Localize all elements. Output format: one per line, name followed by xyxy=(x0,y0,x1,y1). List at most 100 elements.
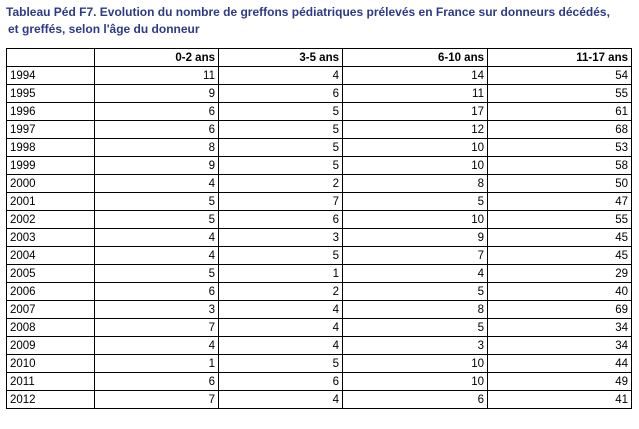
cell-year: 2003 xyxy=(6,228,95,247)
cell-value: 9 xyxy=(94,84,219,103)
cell-year: 2000 xyxy=(6,174,95,193)
cell-value: 4 xyxy=(218,390,343,409)
cell-value: 7 xyxy=(94,318,219,337)
cell-value: 2 xyxy=(218,174,343,193)
cell-year: 2011 xyxy=(6,372,95,391)
cell-value: 3 xyxy=(94,300,219,319)
table-row: 2001 5 7 5 47 xyxy=(6,192,632,211)
table-row: 2010 1 5 10 44 xyxy=(6,354,632,373)
table-row: 1996 6 5 17 61 xyxy=(6,102,632,121)
cell-value: 5 xyxy=(94,192,219,211)
cell-value: 55 xyxy=(487,84,632,103)
cell-value: 7 xyxy=(342,246,488,265)
cell-value: 6 xyxy=(218,372,343,391)
cell-value: 5 xyxy=(94,264,219,283)
cell-year: 2007 xyxy=(6,300,95,319)
table-row: 1998 8 5 10 53 xyxy=(6,138,632,157)
cell-value: 10 xyxy=(342,156,488,175)
table-row: 2004 4 5 7 45 xyxy=(6,246,632,265)
cell-value: 4 xyxy=(218,336,343,355)
cell-value: 8 xyxy=(94,138,219,157)
header-0-2-ans: 0-2 ans xyxy=(94,48,219,67)
cell-year: 1995 xyxy=(6,84,95,103)
cell-year: 2005 xyxy=(6,264,95,283)
cell-value: 3 xyxy=(218,228,343,247)
cell-value: 47 xyxy=(487,192,632,211)
cell-value: 6 xyxy=(94,102,219,121)
cell-year: 1997 xyxy=(6,120,95,139)
cell-value: 4 xyxy=(342,264,488,283)
cell-value: 4 xyxy=(94,336,219,355)
cell-value: 11 xyxy=(342,84,488,103)
cell-value: 5 xyxy=(94,210,219,229)
cell-value: 5 xyxy=(218,102,343,121)
cell-value: 45 xyxy=(487,246,632,265)
table-row: 2006 6 2 5 40 xyxy=(6,282,632,301)
cell-value: 6 xyxy=(94,372,219,391)
cell-year: 2006 xyxy=(6,282,95,301)
cell-value: 5 xyxy=(218,246,343,265)
cell-value: 10 xyxy=(342,354,488,373)
cell-year: 2002 xyxy=(6,210,95,229)
cell-value: 8 xyxy=(342,300,488,319)
table-row: 2009 4 4 3 34 xyxy=(6,336,632,355)
cell-value: 4 xyxy=(94,246,219,265)
cell-value: 11 xyxy=(94,66,219,85)
table-row: 2003 4 3 9 45 xyxy=(6,228,632,247)
cell-value: 69 xyxy=(487,300,632,319)
cell-value: 53 xyxy=(487,138,632,157)
cell-value: 6 xyxy=(342,390,488,409)
table-row: 2002 5 6 10 55 xyxy=(6,210,632,229)
cell-value: 55 xyxy=(487,210,632,229)
header-row: 0-2 ans 3-5 ans 6-10 ans 11-17 ans xyxy=(6,48,632,67)
table-row: 2005 5 1 4 29 xyxy=(6,264,632,283)
cell-value: 4 xyxy=(218,300,343,319)
cell-value: 61 xyxy=(487,102,632,121)
cell-year: 1996 xyxy=(6,102,95,121)
table-row: 1997 6 5 12 68 xyxy=(6,120,632,139)
cell-value: 68 xyxy=(487,120,632,139)
cell-value: 50 xyxy=(487,174,632,193)
header-11-17-ans: 11-17 ans xyxy=(487,48,632,67)
header-year xyxy=(6,48,95,67)
cell-value: 10 xyxy=(342,372,488,391)
cell-value: 58 xyxy=(487,156,632,175)
table-title: Tableau Péd F7. Evolution du nombre de g… xyxy=(6,4,636,38)
table-body: 1994 11 4 14 54 1995 9 6 11 55 1996 6 5 17 61 1997 6 5… xyxy=(6,66,632,409)
cell-value: 44 xyxy=(487,354,632,373)
header-3-5-ans: 3-5 ans xyxy=(218,48,343,67)
cell-value: 2 xyxy=(218,282,343,301)
table-row: 2008 7 4 5 34 xyxy=(6,318,632,337)
cell-value: 34 xyxy=(487,336,632,355)
cell-year: 1994 xyxy=(6,66,95,85)
cell-value: 6 xyxy=(218,84,343,103)
table-row: 2000 4 2 8 50 xyxy=(6,174,632,193)
cell-value: 7 xyxy=(218,192,343,211)
cell-value: 5 xyxy=(218,156,343,175)
data-table: 0-2 ans 3-5 ans 6-10 ans 11-17 ans 1994 1… xyxy=(6,48,632,409)
cell-value: 5 xyxy=(342,318,488,337)
cell-value: 49 xyxy=(487,372,632,391)
cell-value: 5 xyxy=(218,120,343,139)
cell-year: 2010 xyxy=(6,354,95,373)
table-title-line-2: et greffés, selon l'âge du donneur xyxy=(8,22,200,36)
cell-year: 1998 xyxy=(6,138,95,157)
header-6-10-ans: 6-10 ans xyxy=(342,48,488,67)
cell-year: 2004 xyxy=(6,246,95,265)
cell-value: 4 xyxy=(218,66,343,85)
cell-value: 4 xyxy=(94,228,219,247)
cell-value: 29 xyxy=(487,264,632,283)
table-row: 1994 11 4 14 54 xyxy=(6,66,632,85)
cell-value: 54 xyxy=(487,66,632,85)
table-row: 2012 7 4 6 41 xyxy=(6,390,632,409)
table-row: 1999 9 5 10 58 xyxy=(6,156,632,175)
cell-value: 45 xyxy=(487,228,632,247)
cell-year: 2001 xyxy=(6,192,95,211)
cell-value: 41 xyxy=(487,390,632,409)
cell-value: 5 xyxy=(342,192,488,211)
cell-value: 3 xyxy=(342,336,488,355)
table-title-line-1: Tableau Péd F7. Evolution du nombre de g… xyxy=(6,5,610,19)
cell-value: 5 xyxy=(342,282,488,301)
cell-value: 5 xyxy=(218,354,343,373)
cell-year: 2008 xyxy=(6,318,95,337)
